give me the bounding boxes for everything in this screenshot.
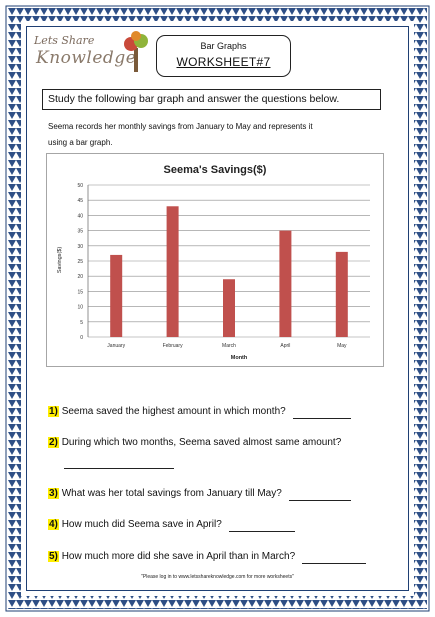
x-tick-label: January	[107, 343, 125, 349]
question-5-text: How much more did she save in April than…	[61, 551, 296, 562]
bar-april	[279, 230, 292, 337]
bar-february	[166, 206, 179, 337]
logo-line2: Knowledge	[36, 48, 137, 68]
bar-january	[110, 254, 123, 337]
y-tick-label: 45	[77, 198, 83, 204]
chart-border	[46, 153, 384, 367]
savings-bar-chart: Seema's Savings($) 05101520253035404550 …	[46, 153, 384, 367]
y-tick-label: 0	[80, 335, 83, 341]
x-axis-label: Month	[231, 355, 248, 361]
subject-label: Bar Graphs	[200, 41, 247, 51]
worksheet-number: WORKSHEET#7	[176, 55, 271, 69]
question-5-number: 5)	[48, 551, 59, 562]
question-5: 5) How much more did she save in April t…	[48, 550, 366, 564]
question-1: 1) Seema saved the highest amount in whi…	[48, 405, 351, 419]
answer-4-line[interactable]	[228, 521, 295, 532]
y-tick-label: 40	[77, 213, 83, 219]
x-tick-label: March	[222, 343, 236, 349]
chart-title: Seema's Savings($)	[164, 164, 267, 176]
x-tick-label: February	[163, 343, 184, 349]
question-2-text: During which two months, Seema saved alm…	[61, 437, 342, 448]
y-tick-label: 10	[77, 305, 83, 311]
logo-line1: Lets Share	[34, 34, 95, 47]
instructions-box: Study the following bar graph and answer…	[42, 89, 381, 110]
y-tick-label: 15	[77, 289, 83, 295]
answer-2-row	[64, 455, 174, 469]
question-4-number: 4)	[48, 519, 59, 530]
bar-march	[223, 279, 235, 337]
question-1-number: 1)	[48, 406, 59, 417]
content-frame	[26, 26, 409, 591]
answer-1-line[interactable]	[292, 408, 351, 419]
x-tick-label: May	[337, 343, 347, 349]
question-3: 3) What was her total savings from Janua…	[48, 487, 351, 501]
answer-3-line[interactable]	[288, 490, 351, 501]
y-tick-label: 5	[80, 320, 83, 326]
y-axis-label: Savings($)	[57, 247, 63, 273]
intro-text: Seema records her monthly savings from J…	[48, 119, 388, 151]
y-tick-label: 50	[77, 183, 83, 189]
question-4: 4) How much did Seema save in April?	[48, 518, 295, 532]
y-tick-label: 30	[77, 244, 83, 250]
question-3-text: What was her total savings from January …	[61, 488, 282, 499]
question-2-number: 2)	[48, 437, 59, 448]
intro-line-1: Seema records her monthly savings from J…	[48, 122, 313, 131]
site-logo: Lets Share Knowledge	[30, 28, 150, 80]
x-tick-label: April	[280, 343, 290, 349]
worksheet-title-box: Bar Graphs WORKSHEET#7	[156, 35, 291, 77]
footer-note: "Please log in to www.letsshareknowledge…	[141, 574, 294, 580]
y-tick-label: 25	[77, 259, 83, 265]
question-2: 2) During which two months, Seema saved …	[48, 436, 341, 450]
answer-5-line[interactable]	[301, 553, 366, 564]
question-4-text: How much did Seema save in April?	[61, 519, 222, 530]
intro-line-2: using a bar graph.	[48, 138, 113, 147]
question-1-text: Seema saved the highest amount in which …	[61, 406, 286, 417]
question-3-number: 3)	[48, 488, 59, 499]
bar-may	[335, 251, 348, 337]
tree-icon	[124, 31, 148, 72]
y-tick-label: 20	[77, 274, 83, 280]
y-tick-label: 35	[77, 229, 83, 235]
answer-2-line[interactable]	[64, 458, 174, 469]
